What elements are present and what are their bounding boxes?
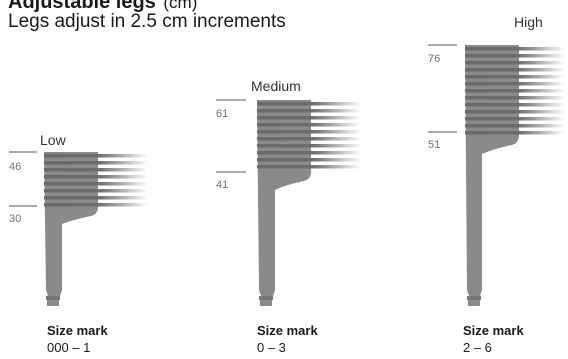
size-mark-label-medium: Size mark: [257, 323, 318, 338]
adjustment-stripes-high: [465, 47, 565, 135]
leg-body-medium: [257, 100, 311, 296]
leg-foot-high: [468, 300, 480, 306]
leg-high: High 76 51: [428, 14, 565, 306]
tick-label-medium-bottom: 41: [216, 179, 228, 191]
size-caption-medium: Size mark 0 – 3: [257, 322, 357, 356]
size-mark-label-high: Size mark: [463, 323, 524, 338]
size-caption-low: Size mark 000 – 1: [47, 322, 147, 356]
size-range-medium: 0 – 3: [257, 340, 286, 355]
level-label-high: High: [514, 14, 543, 30]
leg-foot-ring-low: [46, 296, 60, 300]
size-range-low: 000 – 1: [47, 340, 91, 355]
tick-label-low-bottom: 30: [9, 213, 21, 225]
tick-label-high-top: 76: [428, 53, 440, 65]
title-unit: (cm): [163, 0, 198, 12]
leg-body-low: [44, 152, 98, 296]
tick-label-high-bottom: 51: [428, 139, 440, 151]
leg-medium: Medium 61 41: [216, 78, 361, 306]
size-caption-high: Size mark 2 – 6: [463, 322, 563, 356]
leg-foot-low: [47, 300, 59, 306]
leg-body-high: [465, 45, 519, 296]
leg-low: Low 46 30: [9, 132, 148, 306]
level-label-medium: Medium: [251, 78, 301, 94]
leg-foot-ring-medium: [259, 296, 273, 300]
size-range-high: 2 – 6: [463, 340, 492, 355]
adjustment-stripes-low: [44, 154, 148, 207]
tick-label-low-top: 46: [9, 161, 21, 173]
tick-label-medium-top: 61: [216, 108, 228, 120]
title-text: Adjustable legs: [8, 0, 156, 13]
size-mark-label-low: Size mark: [47, 323, 108, 338]
diagram-subtitle: Legs adjust in 2.5 cm increments: [8, 11, 286, 32]
diagram-title: Adjustable legs (cm): [8, 0, 197, 14]
level-label-low: Low: [40, 132, 67, 148]
leg-foot-medium: [260, 300, 272, 306]
leg-foot-ring-high: [467, 296, 481, 300]
adjustment-stripes-medium: [257, 102, 361, 169]
